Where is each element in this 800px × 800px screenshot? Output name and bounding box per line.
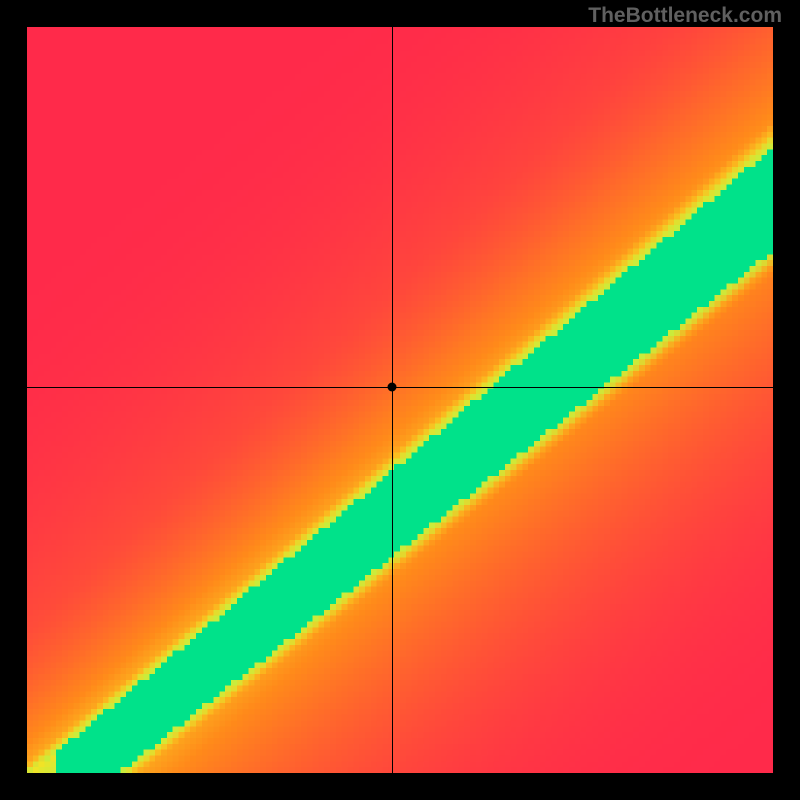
watermark-text: TheBottleneck.com bbox=[588, 4, 782, 28]
crosshair-vertical bbox=[392, 27, 393, 773]
marker-dot bbox=[387, 382, 396, 391]
heatmap-canvas bbox=[27, 27, 773, 773]
crosshair-horizontal bbox=[27, 387, 773, 388]
heatmap-plot bbox=[27, 27, 773, 773]
